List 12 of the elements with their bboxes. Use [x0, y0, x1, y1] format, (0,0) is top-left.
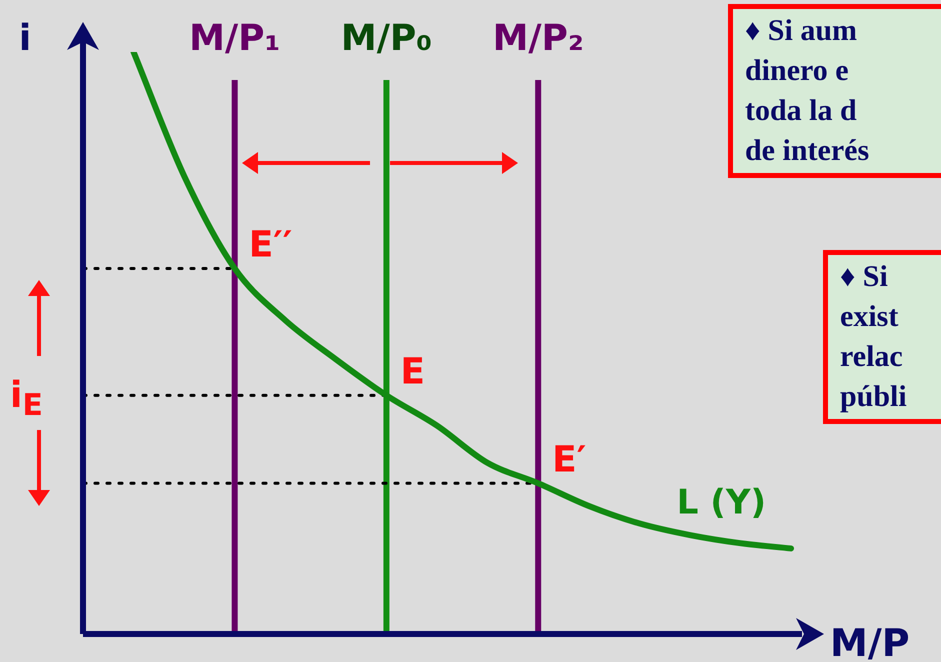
x-tick-label: M/P₀ [340, 18, 432, 59]
text: i$_{E}$ [10, 375, 43, 424]
note-box: ♦ Si exist relac públi [823, 250, 941, 424]
series-label: L (Y) [676, 482, 766, 522]
x-axis-title: M/P [830, 621, 910, 662]
annotation: E′ [552, 439, 586, 480]
x-tick-label: M/P₁ [189, 18, 280, 59]
annotation: E [400, 351, 426, 392]
y-axis-title: i [18, 18, 32, 59]
note-box: ♦ Si aum dinero e toda la d de interés [728, 4, 941, 178]
x-tick-label: M/P₂ [492, 18, 584, 59]
annotation: E′′ [248, 224, 292, 266]
